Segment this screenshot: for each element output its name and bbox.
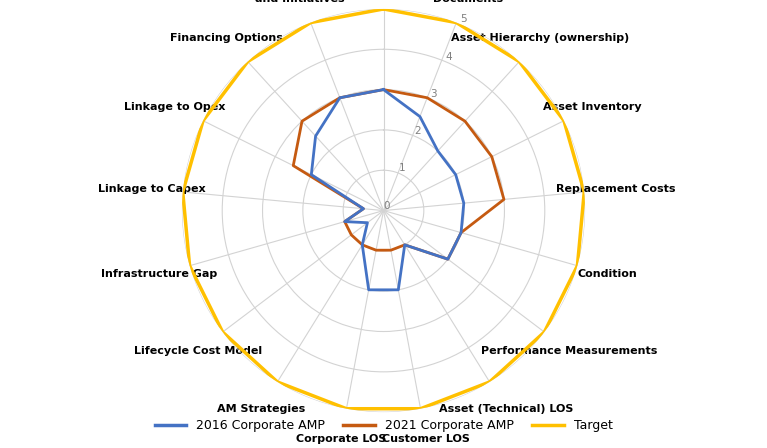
Legend: 2016 Corporate AMP, 2021 Corporate AMP, Target: 2016 Corporate AMP, 2021 Corporate AMP, … <box>150 414 617 437</box>
